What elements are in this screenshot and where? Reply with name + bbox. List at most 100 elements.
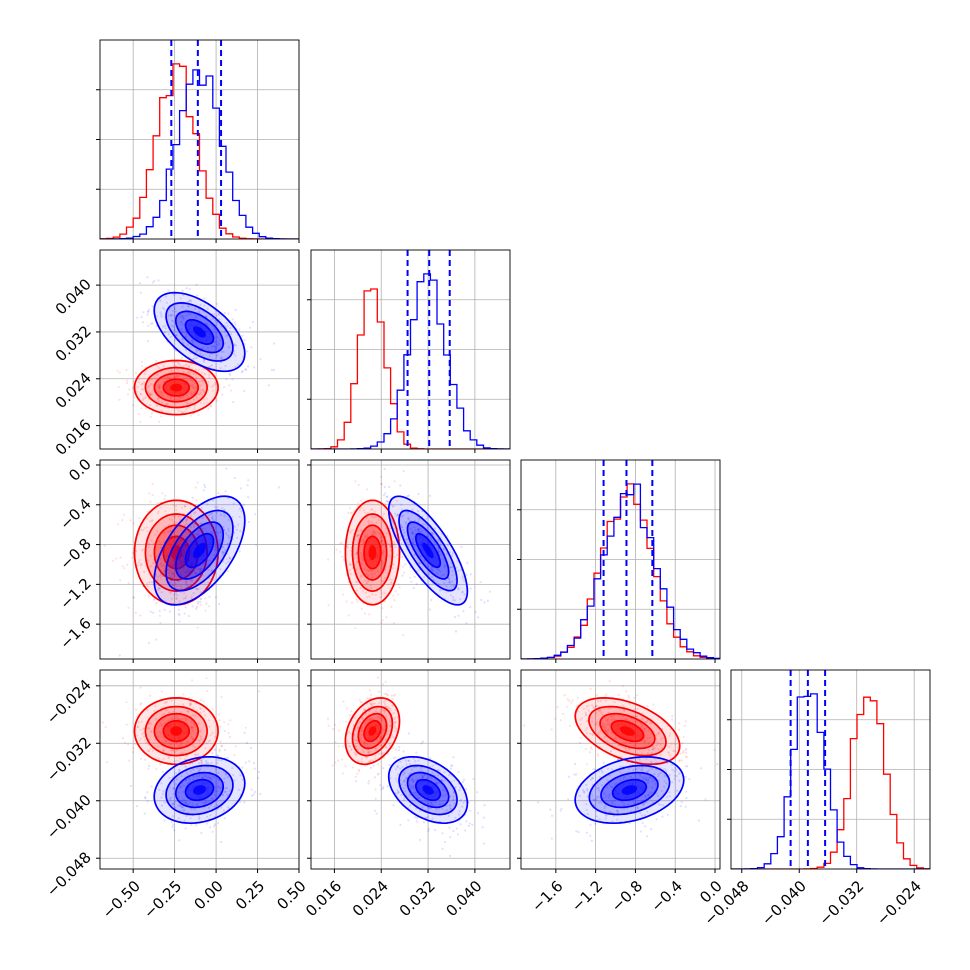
scatter-point — [205, 397, 208, 400]
scatter-point — [679, 805, 682, 808]
scatter-point — [195, 533, 198, 536]
scatter-point — [359, 552, 363, 555]
scatter-point — [182, 377, 185, 380]
scatter-point — [199, 698, 202, 701]
scatter-point — [385, 527, 388, 530]
scatter-point — [137, 564, 140, 567]
scatter-point — [651, 748, 654, 751]
scatter-point — [347, 511, 350, 514]
scatter-point — [228, 557, 232, 560]
scatter-point — [451, 570, 454, 573]
scatter-point — [357, 534, 360, 537]
scatter-point — [168, 776, 171, 780]
scatter-point — [216, 336, 219, 339]
scatter-point — [179, 743, 182, 746]
scatter-point — [342, 558, 345, 561]
scatter-point — [163, 801, 166, 804]
scatter-point — [194, 368, 198, 371]
scatter-point — [199, 352, 202, 355]
scatter-point — [180, 806, 183, 809]
scatter-point — [163, 330, 167, 334]
scatter-point — [238, 550, 241, 553]
scatter-point — [182, 790, 185, 793]
scatter-point — [359, 587, 362, 590]
scatter-point — [188, 801, 191, 804]
scatter-point — [364, 511, 367, 514]
scatter-point — [367, 719, 370, 722]
scatter-point — [210, 364, 213, 367]
scatter-point — [371, 703, 374, 706]
density-blue — [193, 542, 206, 559]
scatter-point — [397, 593, 400, 596]
scatter-point — [398, 745, 401, 749]
scatter-point — [381, 752, 384, 755]
scatter-point — [639, 830, 643, 833]
scatter-point — [208, 605, 211, 608]
scatter-point — [212, 499, 215, 502]
scatter-point — [713, 749, 716, 752]
scatter-point — [169, 798, 172, 801]
scatter-point — [382, 700, 386, 703]
scatter-point — [214, 346, 217, 349]
scatter-point — [406, 511, 409, 514]
scatter-point — [175, 375, 178, 378]
scatter-point — [413, 535, 416, 538]
scatter-point — [212, 519, 215, 522]
scatter-point — [157, 735, 160, 738]
scatter-point — [360, 539, 363, 542]
scatter-point — [213, 345, 216, 348]
scatter-point — [384, 502, 387, 505]
scatter-point — [351, 766, 355, 769]
scatter-point — [196, 578, 199, 581]
scatter-point — [186, 517, 189, 520]
scatter-point — [193, 522, 196, 526]
scatter-point — [149, 394, 152, 397]
scatter-point — [430, 598, 433, 602]
scatter-point — [188, 702, 191, 705]
scatter-point — [180, 775, 183, 778]
scatter-point — [165, 301, 168, 304]
scatter-point — [147, 542, 150, 546]
scatter-point — [158, 583, 161, 587]
scatter-point — [340, 541, 343, 545]
scatter-point — [178, 718, 181, 721]
scatter-point — [118, 371, 121, 374]
scatter-point — [161, 306, 165, 310]
scatter-point — [196, 602, 199, 605]
scatter-point — [193, 535, 196, 539]
scatter-point — [178, 518, 181, 521]
scatter-point — [226, 756, 229, 759]
y-tick-label: 0.032 — [52, 322, 95, 365]
scatter-point — [172, 823, 175, 827]
scatter-point — [367, 580, 370, 583]
scatter-point — [443, 564, 446, 567]
scatter-point — [205, 759, 208, 763]
scatter-point — [390, 581, 393, 585]
scatter-point — [469, 573, 472, 576]
panel-content — [521, 460, 720, 659]
scatter-point — [377, 690, 381, 694]
scatter-point — [150, 378, 154, 381]
scatter-point — [174, 771, 177, 775]
scatter-point — [461, 590, 464, 593]
panel-content — [326, 676, 486, 858]
scatter-point — [362, 589, 365, 592]
scatter-point — [361, 748, 364, 752]
scatter-point — [122, 513, 126, 516]
scatter-point — [164, 701, 167, 704]
scatter-point — [348, 713, 351, 717]
scatter-point — [666, 813, 669, 816]
scatter-point — [172, 787, 175, 790]
scatter-point — [222, 525, 225, 529]
scatter-point — [383, 692, 386, 695]
scatter-point — [173, 364, 176, 367]
scatter-point — [188, 778, 191, 781]
scatter-point — [391, 704, 394, 707]
scatter-point — [385, 565, 388, 568]
scatter-point — [198, 761, 201, 765]
scatter-point — [407, 517, 410, 520]
scatter-point — [159, 300, 162, 303]
scatter-point — [386, 733, 389, 736]
scatter-point — [349, 563, 353, 566]
scatter-point — [334, 741, 337, 744]
